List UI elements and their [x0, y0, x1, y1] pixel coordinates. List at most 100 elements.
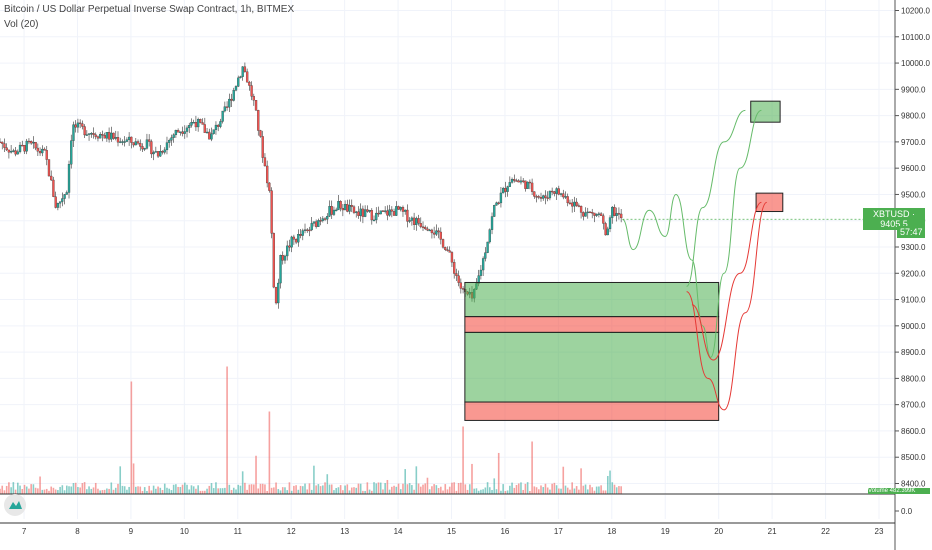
volume-bar [419, 486, 422, 494]
candle-body [419, 223, 422, 227]
candle-body [506, 186, 509, 192]
y-tick-label: 9300.0 [901, 243, 926, 252]
candle-body [528, 181, 532, 184]
volume-bar [172, 484, 175, 494]
candle-body [435, 230, 438, 235]
candle-body [617, 213, 621, 215]
volume-bar [306, 489, 309, 494]
volume-bar [451, 482, 453, 494]
y-tick-label: 9900.0 [901, 85, 926, 94]
candle-body [301, 230, 304, 236]
volume-bar [246, 489, 248, 494]
candle-body [308, 229, 311, 232]
candle-body [281, 255, 284, 261]
volume-bar [339, 485, 342, 494]
volume-bar [63, 490, 66, 494]
candle-body [412, 217, 416, 225]
projection-green [686, 109, 746, 287]
volume-bar [322, 485, 324, 494]
volume-bar [61, 485, 64, 494]
candle-body [566, 196, 569, 204]
candle-body [16, 151, 19, 155]
volume-bar [319, 486, 322, 494]
candle-body [34, 142, 37, 149]
volume-bar [386, 479, 389, 494]
volume-bar [591, 487, 594, 494]
volume-bar [346, 484, 349, 494]
candle-body [332, 209, 336, 215]
volume-bar [337, 487, 340, 494]
candle-body [196, 119, 200, 128]
candle-body [286, 245, 289, 257]
candle-body [30, 141, 33, 144]
volume-bar [41, 489, 44, 494]
candle-body [83, 126, 86, 136]
candle-body [25, 140, 28, 152]
volume-bar [103, 489, 106, 494]
volume-bar [168, 488, 171, 494]
volume-bar [540, 485, 542, 494]
zone-red [464, 401, 720, 421]
candle-body [270, 190, 273, 234]
candle-body [620, 213, 623, 219]
volume-bar [253, 484, 255, 494]
volume-bar [384, 483, 386, 494]
volume-bar [14, 489, 17, 494]
candle-body [557, 188, 560, 195]
volume-bar [522, 489, 524, 494]
volume-bar [350, 487, 353, 494]
volume-bar [533, 486, 536, 494]
candle-body [43, 148, 46, 151]
y-tick-label: 8400.0 [901, 479, 926, 488]
volume-bar [379, 482, 382, 494]
volume-bar [475, 488, 478, 494]
candle-body [257, 110, 260, 131]
volume-bar [119, 466, 122, 494]
candle-body [526, 181, 529, 189]
volume-bar [364, 490, 366, 494]
y-tick-label: 10000.0 [901, 59, 930, 68]
candle-body [188, 125, 191, 129]
volume-bar [275, 482, 277, 494]
tradingview-logo-icon[interactable] [4, 494, 26, 516]
candle-body [148, 139, 151, 142]
candle-body [150, 141, 153, 155]
volume-bar [502, 484, 504, 494]
volume-indicator-label[interactable]: Vol (20) [4, 19, 39, 30]
volume-bar [582, 485, 585, 494]
volume-bar [609, 470, 611, 494]
candle-body [121, 141, 124, 143]
candle-body [123, 141, 126, 143]
candle-body [176, 130, 180, 133]
volume-bar [484, 487, 487, 494]
volume-bar [377, 482, 380, 494]
candle-body [582, 212, 585, 217]
volume-bar [235, 489, 237, 494]
volume-bar [195, 488, 197, 494]
candle-body [174, 130, 178, 136]
candle-body [533, 191, 536, 197]
candle-body [350, 205, 353, 207]
candle-body [7, 149, 11, 153]
volume-bar [57, 490, 59, 494]
logo-shape [9, 501, 22, 509]
volume-bar [593, 490, 596, 494]
volume-bar [270, 487, 273, 494]
volume-bar [366, 482, 369, 494]
candle-body [388, 209, 391, 216]
volume-bar [477, 490, 480, 494]
candle-body [363, 209, 367, 217]
candle-body [513, 179, 516, 181]
candle-body [105, 132, 109, 139]
candle-body [548, 190, 552, 199]
volume-bar [506, 490, 509, 494]
volume-bar [466, 489, 469, 494]
volume-bar [228, 484, 231, 494]
candle-body [415, 218, 418, 225]
volume-bar [515, 484, 518, 494]
y-tick-label: 9200.0 [901, 269, 926, 278]
volume-bar [257, 488, 260, 494]
candle-body [185, 127, 189, 132]
